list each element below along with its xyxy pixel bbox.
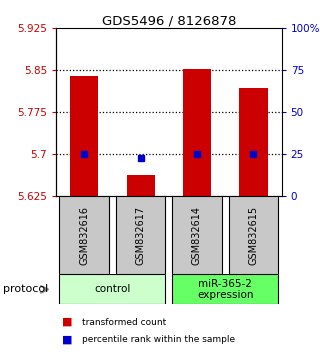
Text: ■: ■	[62, 317, 73, 327]
Text: GSM832616: GSM832616	[79, 206, 89, 265]
Text: GSM832615: GSM832615	[248, 206, 259, 265]
Bar	[126, 175, 155, 196]
Bar	[239, 88, 268, 196]
Text: miR-365-2
expression: miR-365-2 expression	[197, 279, 253, 300]
Bar	[60, 196, 109, 274]
Title: GDS5496 / 8126878: GDS5496 / 8126878	[102, 14, 236, 27]
Bar	[70, 76, 98, 196]
Text: percentile rank within the sample: percentile rank within the sample	[82, 335, 235, 344]
Text: ■: ■	[62, 335, 73, 345]
Text: protocol: protocol	[3, 284, 48, 295]
Bar	[172, 196, 222, 274]
Text: control: control	[94, 284, 131, 295]
Bar	[116, 196, 165, 274]
Bar	[172, 274, 278, 304]
Text: GSM832614: GSM832614	[192, 206, 202, 265]
Bar	[183, 69, 211, 196]
Bar	[228, 196, 278, 274]
Text: GSM832617: GSM832617	[136, 206, 146, 265]
Bar	[60, 274, 165, 304]
Text: transformed count: transformed count	[82, 318, 166, 327]
